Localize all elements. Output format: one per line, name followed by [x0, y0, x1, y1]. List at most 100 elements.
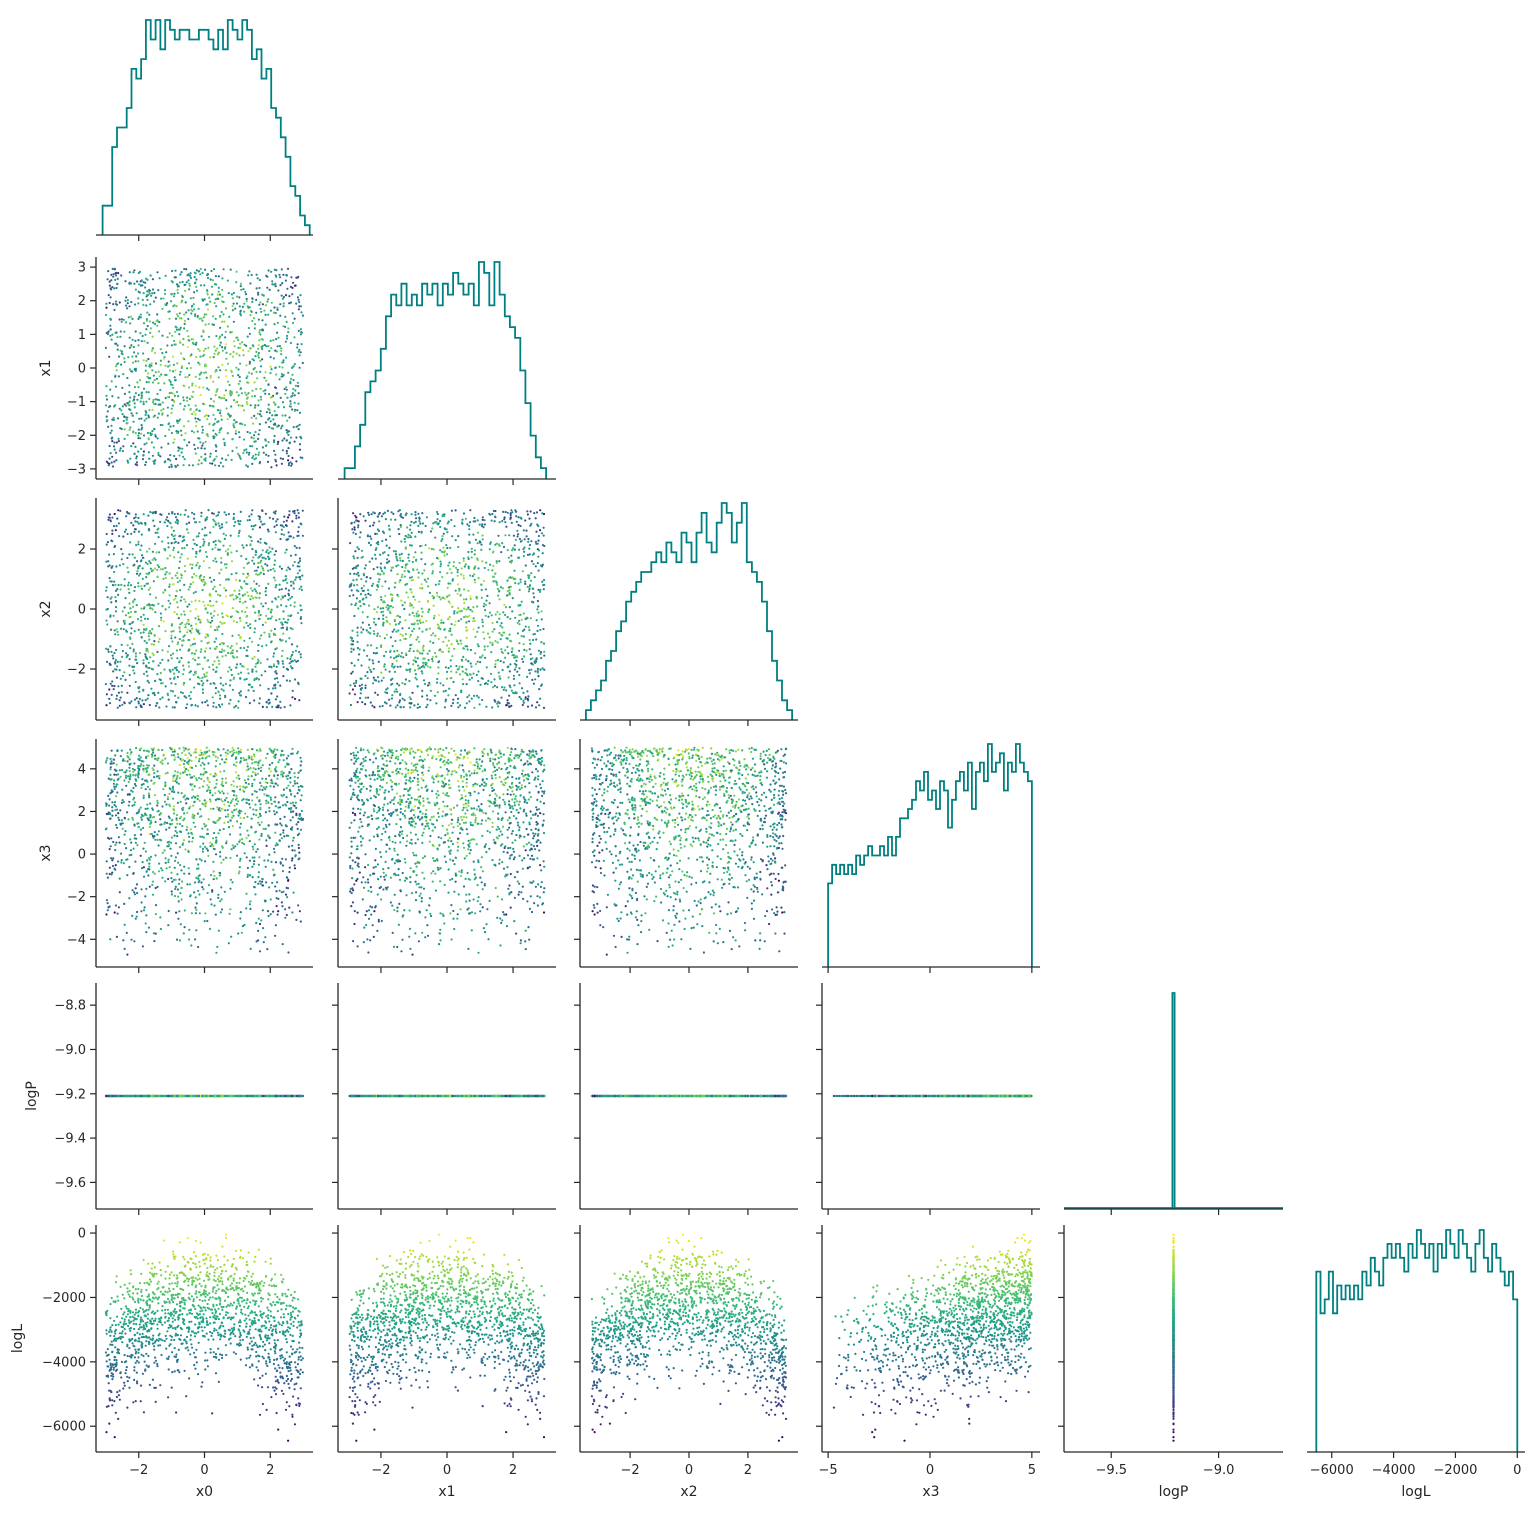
point: [205, 324, 207, 326]
point: [184, 514, 186, 516]
point: [231, 371, 233, 373]
point: [105, 648, 107, 650]
point: [447, 564, 449, 566]
point: [245, 616, 247, 618]
point: [217, 522, 219, 524]
point: [229, 331, 231, 333]
point: [411, 532, 413, 534]
point: [368, 666, 370, 668]
point: [265, 558, 267, 560]
point: [446, 678, 448, 680]
point: [249, 807, 251, 809]
point: [201, 445, 203, 447]
point: [169, 594, 171, 596]
point: [276, 392, 278, 394]
point: [136, 455, 138, 457]
point: [502, 669, 504, 671]
point: [251, 274, 253, 276]
point: [538, 650, 540, 652]
point: [184, 570, 186, 572]
point: [455, 590, 457, 592]
point: [415, 517, 417, 519]
point: [248, 327, 250, 329]
point: [226, 840, 228, 842]
point: [111, 395, 113, 397]
point: [371, 705, 373, 707]
point: [169, 425, 171, 427]
point: [147, 755, 149, 757]
point: [119, 318, 121, 320]
point: [276, 464, 278, 466]
point: [179, 623, 181, 625]
point: [203, 878, 205, 880]
point: [256, 377, 258, 379]
point: [453, 561, 455, 563]
point: [368, 624, 370, 626]
point: [168, 572, 170, 574]
point: [233, 794, 235, 796]
point: [527, 538, 529, 540]
point: [158, 625, 160, 627]
point: [401, 627, 403, 629]
point: [177, 450, 179, 452]
point: [279, 890, 281, 892]
point: [260, 398, 262, 400]
point: [172, 393, 174, 395]
point: [290, 396, 292, 398]
point: [200, 619, 202, 621]
point: [275, 584, 277, 586]
point: [202, 601, 204, 603]
point: [437, 672, 439, 674]
point: [200, 778, 202, 780]
point: [178, 671, 180, 673]
point: [197, 562, 199, 564]
point: [274, 454, 276, 456]
point: [231, 635, 233, 637]
point: [414, 657, 416, 659]
point: [530, 653, 532, 655]
point: [538, 688, 540, 690]
point: [393, 550, 395, 552]
point: [219, 900, 221, 902]
point: [420, 558, 422, 560]
point: [282, 449, 284, 451]
point: [257, 650, 259, 652]
point: [110, 296, 112, 298]
point: [494, 685, 496, 687]
point: [155, 532, 157, 534]
point: [281, 414, 283, 416]
point: [193, 308, 195, 310]
point: [379, 705, 381, 707]
point: [272, 418, 274, 420]
point: [134, 446, 136, 448]
point: [138, 394, 140, 396]
point: [399, 666, 401, 668]
point: [225, 399, 227, 401]
point: [129, 647, 131, 649]
point: [148, 314, 150, 316]
point: [138, 629, 140, 631]
point: [374, 692, 376, 694]
point: [500, 634, 502, 636]
point: [294, 512, 296, 514]
point: [386, 634, 388, 636]
point: [477, 661, 479, 663]
point: [107, 560, 109, 562]
point: [238, 692, 240, 694]
point: [513, 678, 515, 680]
point: [129, 458, 131, 460]
point: [494, 663, 496, 665]
point: [489, 543, 491, 545]
point: [187, 532, 189, 534]
point: [198, 308, 200, 310]
point: [170, 637, 172, 639]
point: [121, 644, 123, 646]
point: [441, 538, 443, 540]
point: [261, 557, 263, 559]
point: [297, 572, 299, 574]
point: [274, 648, 276, 650]
point: [191, 628, 193, 630]
point: [120, 548, 122, 550]
point: [247, 689, 249, 691]
point: [356, 597, 358, 599]
